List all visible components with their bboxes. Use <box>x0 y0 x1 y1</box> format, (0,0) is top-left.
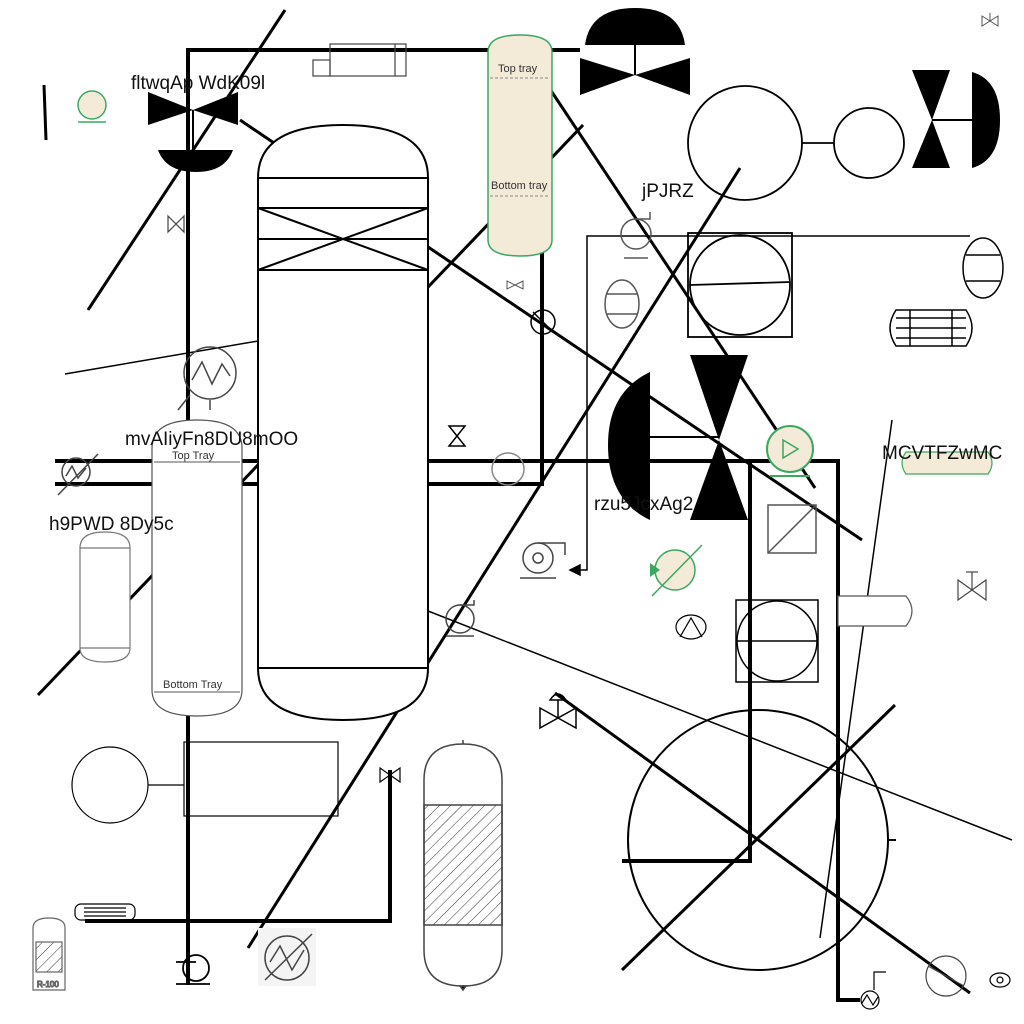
control-valve-top-right[interactable] <box>912 70 1000 168</box>
globe-valve-right[interactable] <box>957 571 987 602</box>
heat-exchanger-left-small[interactable] <box>57 453 99 496</box>
compressor-right-oval[interactable] <box>962 237 1004 299</box>
fan-symbol[interactable] <box>675 614 707 640</box>
control-valve-top-center[interactable] <box>580 8 690 95</box>
diag-line-4 <box>246 167 742 949</box>
horizontal-vessel-right[interactable] <box>837 595 913 627</box>
centrifugal-pump-center[interactable] <box>520 542 566 579</box>
tank-with-box[interactable] <box>71 741 339 824</box>
pump-small-mid[interactable] <box>445 600 475 637</box>
process-line-bottom-right <box>622 461 752 863</box>
top-tray-label-left: Top Tray <box>172 450 215 462</box>
twin-tank-circles[interactable] <box>687 85 905 201</box>
exchanger-bottom-left[interactable] <box>74 903 136 921</box>
heat-exchanger-left[interactable] <box>177 346 237 411</box>
mixer-circle-right[interactable] <box>860 971 886 1010</box>
bottom-tray-label-left: Bottom Tray <box>163 679 223 691</box>
label-mcvtfzwmc: MCVTFZwMC <box>882 443 1002 464</box>
column-small-beige[interactable]: Top tray Bottom tray <box>487 34 553 257</box>
reactor-tag-label: R-100 <box>37 980 59 989</box>
packed-bed-vessel[interactable] <box>423 740 503 992</box>
process-line-horizontal <box>55 459 860 1002</box>
mixing-box-small[interactable] <box>767 504 817 554</box>
distillation-column-main[interactable] <box>257 123 429 722</box>
diag-line-6 <box>554 691 971 995</box>
diag-line-5 <box>530 61 817 489</box>
gate-valve-small-1[interactable] <box>167 214 185 234</box>
heat-exchanger-bottom[interactable] <box>258 928 316 986</box>
compressor-mid-oval[interactable] <box>604 279 640 329</box>
heat-exchanger-green[interactable] <box>650 544 703 597</box>
valve-icon-bottom-small[interactable] <box>379 766 401 784</box>
diag-line-7 <box>620 703 897 972</box>
exchanger-top[interactable] <box>312 43 407 77</box>
globe-valve-bottom[interactable] <box>539 693 577 730</box>
diag-line-8 <box>42 84 48 141</box>
label-mvaiiyfn: mvAIiyFn8DU8mOO <box>125 429 298 450</box>
pump-bottom-right[interactable] <box>925 955 967 997</box>
top-tray-label-small: Top tray <box>498 63 538 75</box>
filter-unit-top[interactable] <box>687 232 793 338</box>
pump-green-top-left[interactable] <box>77 90 107 123</box>
column-left-trays[interactable]: Top Tray Bottom Tray <box>151 419 243 717</box>
reactor-r100[interactable]: R-100 <box>32 917 66 991</box>
gate-valve-small-2[interactable] <box>447 425 467 447</box>
bottom-tray-label-small: Bottom tray <box>491 180 548 192</box>
signal-lines <box>64 235 1013 939</box>
large-tank-circle[interactable] <box>627 709 896 971</box>
vessel-left-vertical[interactable] <box>79 531 131 663</box>
valve-icon-top-corner[interactable] <box>981 13 999 27</box>
vessel-small-circle[interactable] <box>491 452 525 486</box>
arrow-head-left <box>568 563 581 577</box>
pump-bottom-left[interactable] <box>176 954 210 985</box>
shell-tube-exchanger[interactable] <box>889 309 973 347</box>
process-line-bottom-left <box>85 770 392 923</box>
control-valve-center-large[interactable] <box>608 355 748 520</box>
valve-icon-small-top[interactable] <box>506 280 524 290</box>
label-rzu5jcxag2: rzu5JcxAg2 <box>594 494 693 515</box>
pump-green-center[interactable] <box>766 425 814 477</box>
filter-unit-mid[interactable] <box>735 599 819 683</box>
horizontal-vessel-green[interactable] <box>901 451 993 475</box>
label-jpjrz: jPJRZ <box>641 181 694 202</box>
pump-center-small[interactable] <box>620 212 652 259</box>
eye-symbol-bottom-right[interactable] <box>989 972 1011 988</box>
valve-circle-top-mid[interactable] <box>530 309 556 335</box>
label-fltwqap: fltwqAp WdK09l <box>131 73 265 94</box>
control-valve-top-left[interactable] <box>148 92 238 172</box>
label-h9pwd: h9PWD 8Dy5c <box>49 514 174 535</box>
signal-line-steep-right <box>819 419 893 939</box>
